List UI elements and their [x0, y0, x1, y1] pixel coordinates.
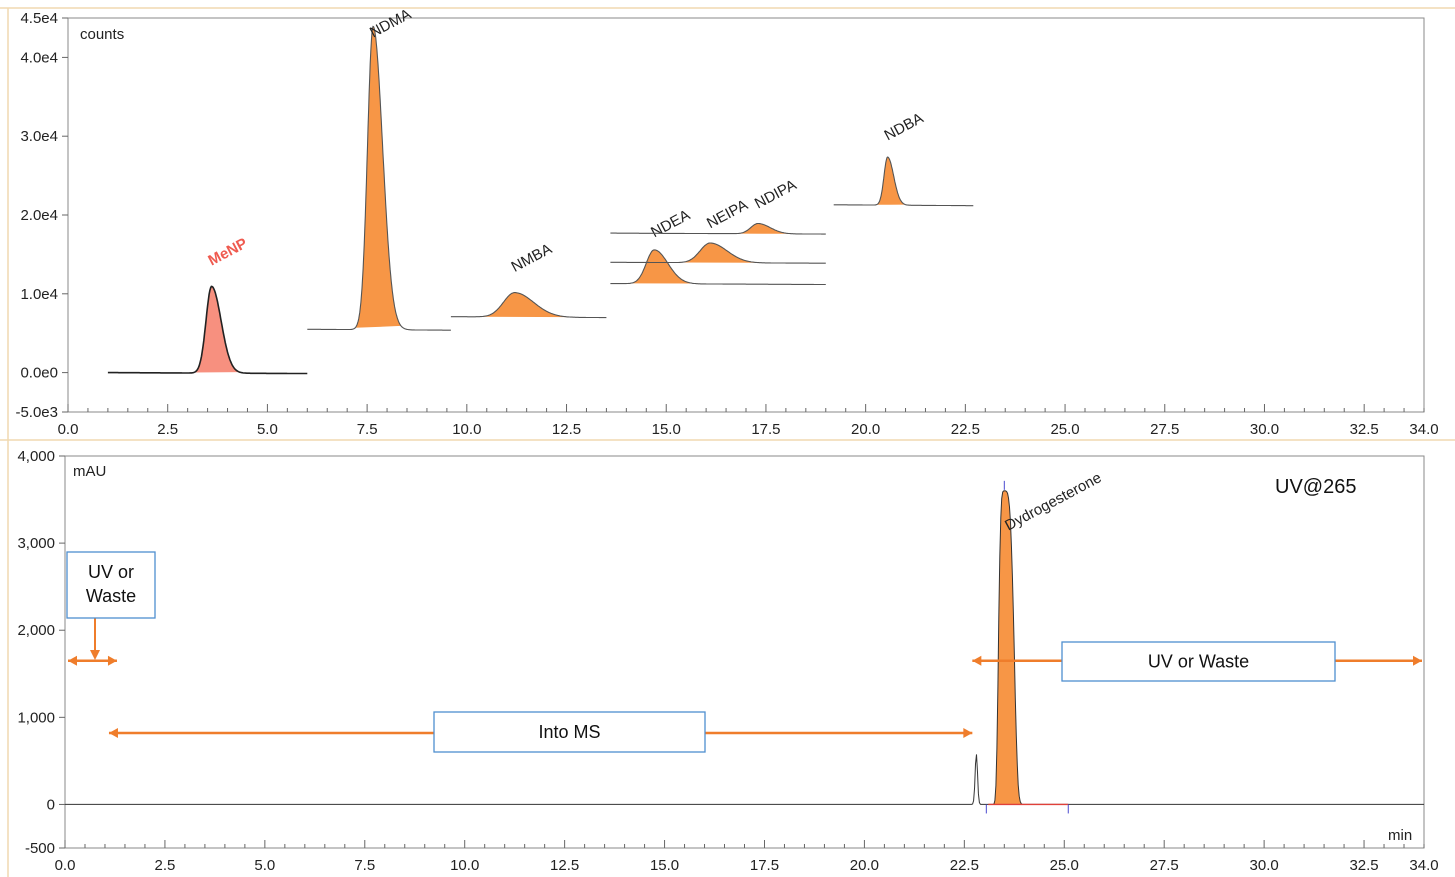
y-tick-label: 1.0e4 [20, 286, 58, 303]
trace-ndma [307, 25, 451, 331]
x-tick-label: 10.0 [450, 857, 479, 874]
region-label-line: Waste [86, 586, 136, 606]
region-label-line: UV or [88, 562, 134, 582]
peak-area-ndba [876, 157, 906, 205]
trace-ndea [610, 249, 826, 286]
x-tick-label: 34.0 [1409, 421, 1438, 438]
y-tick-label: 3.0e4 [20, 128, 58, 145]
uv-wavelength-annotation: UV@265 [1275, 476, 1356, 498]
trace-nmba [450, 292, 607, 319]
arrow-head [972, 655, 982, 666]
x-tick-label: 10.0 [452, 421, 481, 438]
ms-chromatogram-panel: counts 0.0 2.5 5.0 7.5 10.0 12.5 15.0 17.5 20.0 2… [15, 6, 1438, 438]
uv-y-axis-label: mAU [73, 463, 106, 480]
y-tick-label: 2,000 [17, 622, 55, 639]
x-tick-label: 32.5 [1349, 857, 1378, 874]
arrow-head [108, 728, 118, 739]
peak-area-nmba [478, 292, 571, 318]
x-tick-label: 2.5 [157, 421, 178, 438]
arrow-head [90, 650, 100, 660]
uv-y-axis: -500 0 1,000 2,000 3,000 4,000 [17, 448, 65, 857]
ms-plot-area [67, 17, 1425, 413]
y-tick-label: 2.0e4 [20, 207, 58, 224]
peak-area-neipa [678, 243, 760, 263]
x-tick-label: 34.0 [1409, 857, 1438, 874]
region-label-box [433, 711, 706, 753]
x-tick-label: 0.0 [58, 421, 79, 438]
x-tick-label: 17.5 [751, 421, 780, 438]
uv-trace [65, 490, 1424, 805]
region-label: Into MS [538, 722, 600, 742]
peak-area-dydrogesterone [992, 490, 1029, 805]
ms-x-axis: 0.0 2.5 5.0 7.5 10.0 12.5 15.0 17.5 20.0 22.5 25.0… [58, 404, 1439, 438]
trace-menp [107, 285, 308, 375]
x-tick-label: 25.0 [1050, 857, 1079, 874]
x-tick-label: 15.0 [652, 421, 681, 438]
y-tick-label: -5.0e3 [15, 404, 58, 421]
peak-area-menp [193, 286, 240, 373]
x-tick-label: 5.0 [254, 857, 275, 874]
x-tick-label: 5.0 [257, 421, 278, 438]
region-label: UV or Waste [1148, 652, 1249, 672]
trace-ndipa [610, 222, 826, 235]
y-tick-label: -500 [25, 840, 55, 857]
ms-y-axis: -5.0e3 0.0e0 1.0e4 2.0e4 3.0e4 4.0e4 4.5e4 [15, 10, 68, 421]
y-tick-label: 3,000 [17, 535, 55, 552]
y-tick-label: 0.0e0 [20, 365, 58, 382]
peak-area-ndma [355, 26, 401, 328]
peak-area-ndipa [735, 223, 794, 234]
x-tick-label: 32.5 [1350, 421, 1379, 438]
region-label-box [1061, 641, 1336, 682]
x-tick-label: 27.5 [1150, 421, 1179, 438]
y-tick-label: 4,000 [17, 448, 55, 465]
x-tick-label: 0.0 [55, 857, 76, 874]
x-tick-label: 12.5 [552, 421, 581, 438]
arrow-head [107, 655, 117, 666]
uv-x-axis-label: min [1388, 827, 1412, 844]
uv-chromatogram-panel: mAU min UV@265 0.0 2.5 5.0 7.5 10.0 12.5 15.0 1… [17, 448, 1438, 874]
y-tick-label: 4.0e4 [20, 49, 58, 66]
x-tick-label: 7.5 [354, 857, 375, 874]
trace-neipa [610, 242, 826, 264]
x-tick-label: 30.0 [1250, 857, 1279, 874]
arrow-head [1413, 655, 1422, 666]
x-tick-label: 17.5 [750, 857, 779, 874]
region-label-box [66, 551, 156, 619]
x-tick-label: 2.5 [154, 857, 175, 874]
arrow-head [963, 728, 973, 739]
x-tick-label: 15.0 [650, 857, 679, 874]
trace-ndba [833, 156, 974, 207]
x-tick-label: 12.5 [550, 857, 579, 874]
uv-flow-regions: UV or Waste Into MS UV or Waste [66, 551, 1422, 753]
x-tick-label: 22.5 [950, 857, 979, 874]
arrow-head [68, 655, 77, 666]
x-tick-label: 22.5 [951, 421, 980, 438]
ms-y-axis-label: counts [80, 26, 124, 43]
x-tick-label: 7.5 [357, 421, 378, 438]
x-tick-label: 30.0 [1250, 421, 1279, 438]
uv-x-axis: 0.0 2.5 5.0 7.5 10.0 12.5 15.0 17.5 20.0 22.5 25.0… [55, 840, 1439, 874]
y-tick-label: 4.5e4 [20, 10, 58, 27]
x-tick-label: 20.0 [850, 857, 879, 874]
x-tick-label: 27.5 [1150, 857, 1179, 874]
y-tick-label: 0 [47, 796, 55, 813]
x-tick-label: 20.0 [851, 421, 880, 438]
y-tick-label: 1,000 [17, 709, 55, 726]
x-tick-label: 25.0 [1050, 421, 1079, 438]
peak-area-ndea [628, 249, 695, 284]
region-label: UV or Waste [86, 562, 136, 606]
